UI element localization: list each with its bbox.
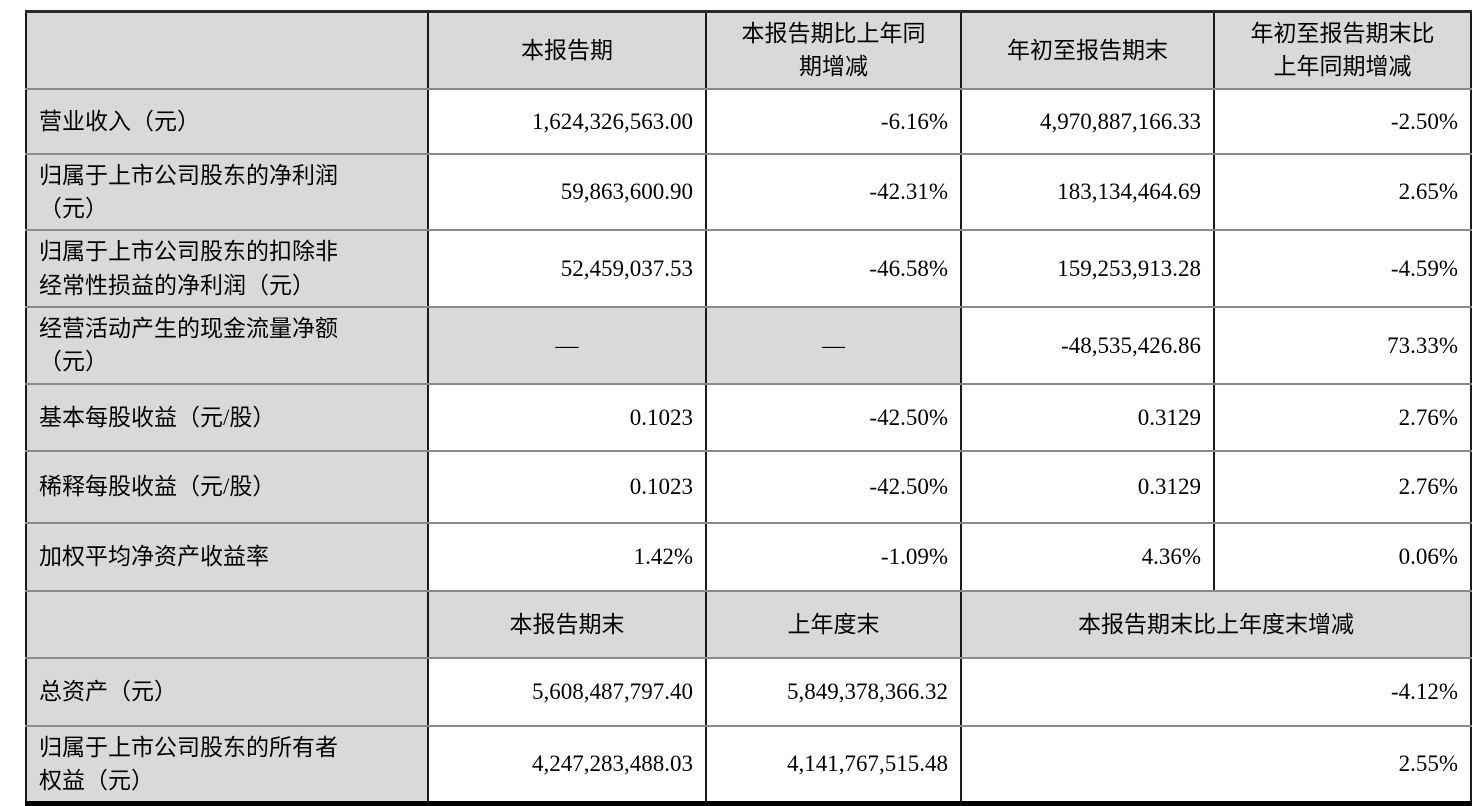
row-label-cell: 加权平均净资产收益率	[25, 521, 429, 592]
header-cell: 本报告期末	[427, 589, 707, 659]
value-cell: 0.1023	[427, 382, 707, 452]
header-cell: 上年度末	[705, 589, 962, 659]
table-row: 基本每股收益（元/股） 0.1023 -42.50% 0.3129 2.76%	[25, 382, 1472, 452]
value-cell: -42.50%	[705, 449, 962, 524]
header-corner-cell	[25, 9, 429, 90]
value-cell: 52,459,037.53	[427, 229, 707, 309]
header-cell: 年初至报告期末比 上年同期增减	[1213, 9, 1472, 90]
table-row: 归属于上市公司股东的扣除非 经常性损益的净利润（元） 52,459,037.53-…	[25, 229, 1472, 309]
table-row: 总资产（元） 5,608,487,797.40 5,849,378,366.32 -4…	[25, 656, 1472, 727]
value-cell: -2.50%	[1213, 87, 1472, 155]
header-cell: 年初至报告期末	[960, 9, 1215, 90]
value-cell: 73.33%	[1213, 306, 1472, 385]
header-row-period-end: 本报告期末 上年度末 本报告期末比上年度末增减	[25, 589, 1472, 659]
row-label-cell: 稀释每股收益（元/股）	[25, 449, 429, 524]
value-cell: -48,535,426.86	[960, 306, 1215, 385]
value-cell: -42.31%	[705, 152, 962, 232]
table-row: 归属于上市公司股东的净利润 （元） 59,863,600.90 -42.31% 183…	[25, 152, 1472, 232]
value-cell: -46.58%	[705, 229, 962, 309]
row-label-cell: 经营活动产生的现金流量净额 （元）	[25, 306, 429, 385]
value-cell: 5,608,487,797.40	[427, 656, 707, 727]
row-label-cell: 总资产（元）	[25, 656, 429, 727]
value-cell: 1,624,326,563.00	[427, 87, 707, 155]
table-row: 经营活动产生的现金流量净额 （元） — — -48,535,426.86 73.33%	[25, 306, 1472, 385]
table-row: 稀释每股收益（元/股） 0.1023 -42.50% 0.3129 2.76%	[25, 449, 1472, 524]
value-cell: —	[705, 306, 962, 385]
row-label-cell: 归属于上市公司股东的净利润 （元）	[25, 152, 429, 232]
row-label-cell: 归属于上市公司股东的扣除非 经常性损益的净利润（元）	[25, 229, 429, 309]
row-label-cell: 基本每股收益（元/股）	[25, 382, 429, 452]
value-cell: 0.3129	[960, 382, 1215, 452]
value-cell: 5,849,378,366.32	[705, 656, 962, 727]
table-row: 营业收入（元） 1,624,326,563.00 -6.16% 4,970,887,1…	[25, 87, 1472, 155]
value-cell: -4.12%	[960, 656, 1472, 727]
value-cell: -42.50%	[705, 382, 962, 452]
table-row: 归属于上市公司股东的所有者 权益（元） 4,247,283,488.03 4,141…	[25, 724, 1472, 806]
value-cell: 4.36%	[960, 521, 1215, 592]
table-row: 加权平均净资产收益率 1.42% -1.09% 4.36% 0.06%	[25, 521, 1472, 592]
value-cell: —	[427, 306, 707, 385]
value-cell: 4,970,887,166.33	[960, 87, 1215, 155]
value-cell: 0.3129	[960, 449, 1215, 524]
financial-summary-table: 本报告期 本报告期比上年同 期增减 年初至报告期末 年初至报告期末比 上年同期增减 营业…	[25, 9, 1472, 806]
header-cell: 本报告期末比上年度末增减	[960, 589, 1472, 659]
value-cell: -6.16%	[705, 87, 962, 155]
financial-summary-table-body: 本报告期 本报告期比上年同 期增减 年初至报告期末 年初至报告期末比 上年同期增减 营业…	[25, 9, 1472, 806]
value-cell: 4,141,767,515.48	[705, 724, 962, 806]
value-cell: 4,247,283,488.03	[427, 724, 707, 806]
value-cell: 0.1023	[427, 449, 707, 524]
row-label-cell: 归属于上市公司股东的所有者 权益（元）	[25, 724, 429, 806]
value-cell: 2.76%	[1213, 382, 1472, 452]
value-cell: 2.55%	[960, 724, 1472, 806]
value-cell: -4.59%	[1213, 229, 1472, 309]
value-cell: -1.09%	[705, 521, 962, 592]
value-cell: 1.42%	[427, 521, 707, 592]
value-cell: 183,134,464.69	[960, 152, 1215, 232]
header-cell: 本报告期	[427, 9, 707, 90]
value-cell: 2.65%	[1213, 152, 1472, 232]
financial-summary-table-wrap: 本报告期 本报告期比上年同 期增减 年初至报告期末 年初至报告期末比 上年同期增减 营业…	[25, 9, 1472, 806]
header-corner-cell	[25, 589, 429, 659]
value-cell: 0.06%	[1213, 521, 1472, 592]
value-cell: 59,863,600.90	[427, 152, 707, 232]
row-label-cell: 营业收入（元）	[25, 87, 429, 155]
value-cell: 159,253,913.28	[960, 229, 1215, 309]
value-cell: 2.76%	[1213, 449, 1472, 524]
header-row-period: 本报告期 本报告期比上年同 期增减 年初至报告期末 年初至报告期末比 上年同期增减	[25, 9, 1472, 90]
header-cell: 本报告期比上年同 期增减	[705, 9, 962, 90]
